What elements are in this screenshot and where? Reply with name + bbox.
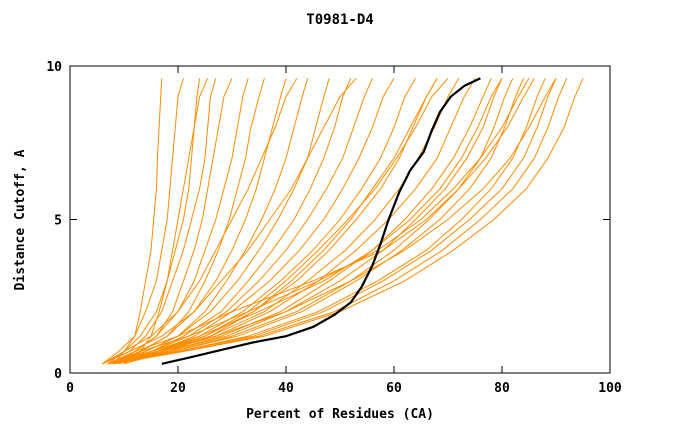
x-tick-label: 60 (386, 381, 402, 396)
model-line (123, 78, 209, 365)
model-line (102, 77, 357, 365)
model-line (107, 78, 530, 365)
model-line (113, 78, 352, 365)
y-tick-label: 10 (46, 60, 62, 75)
model-line (107, 78, 514, 365)
model-line (118, 78, 557, 365)
model-line (113, 78, 568, 365)
model-line (113, 78, 395, 365)
x-axis-label: Percent of Residues (CA) (246, 407, 434, 422)
model-line (107, 78, 373, 365)
model-line (113, 78, 546, 365)
model-line (123, 78, 438, 365)
highlight-line (161, 77, 481, 365)
model-line (107, 78, 460, 365)
model-line (107, 78, 330, 365)
model-line (112, 78, 163, 365)
y-tick-label: 0 (54, 367, 62, 382)
y-tick-label: 5 (54, 214, 62, 229)
chart-title: T0981-D4 (306, 12, 373, 28)
x-tick-label: 20 (170, 381, 186, 396)
model-line (107, 78, 535, 365)
y-axis-label: Distance Cutoff, A (13, 149, 28, 290)
model-line (107, 78, 492, 365)
model-line (102, 78, 184, 365)
model-line (118, 77, 449, 365)
x-tick-label: 40 (278, 381, 294, 396)
model-line (113, 78, 503, 365)
model-line (102, 78, 217, 365)
model-line (112, 78, 233, 365)
model-line (107, 78, 287, 365)
model-line (102, 78, 298, 365)
x-tick-label: 0 (66, 381, 74, 396)
model-line (107, 78, 584, 365)
axis-tick-labels: 0 20 40 60 80 100 0 5 10 (46, 60, 622, 396)
model-line (112, 78, 265, 365)
model-line (113, 78, 503, 365)
model-line (107, 78, 557, 365)
model-line (113, 78, 525, 365)
model-line (107, 78, 249, 365)
axis-ticks (69, 65, 611, 374)
x-tick-label: 80 (494, 381, 510, 396)
highlight-line-group (161, 77, 481, 365)
model-lines-group (102, 77, 584, 365)
x-tick-label: 100 (598, 381, 622, 396)
